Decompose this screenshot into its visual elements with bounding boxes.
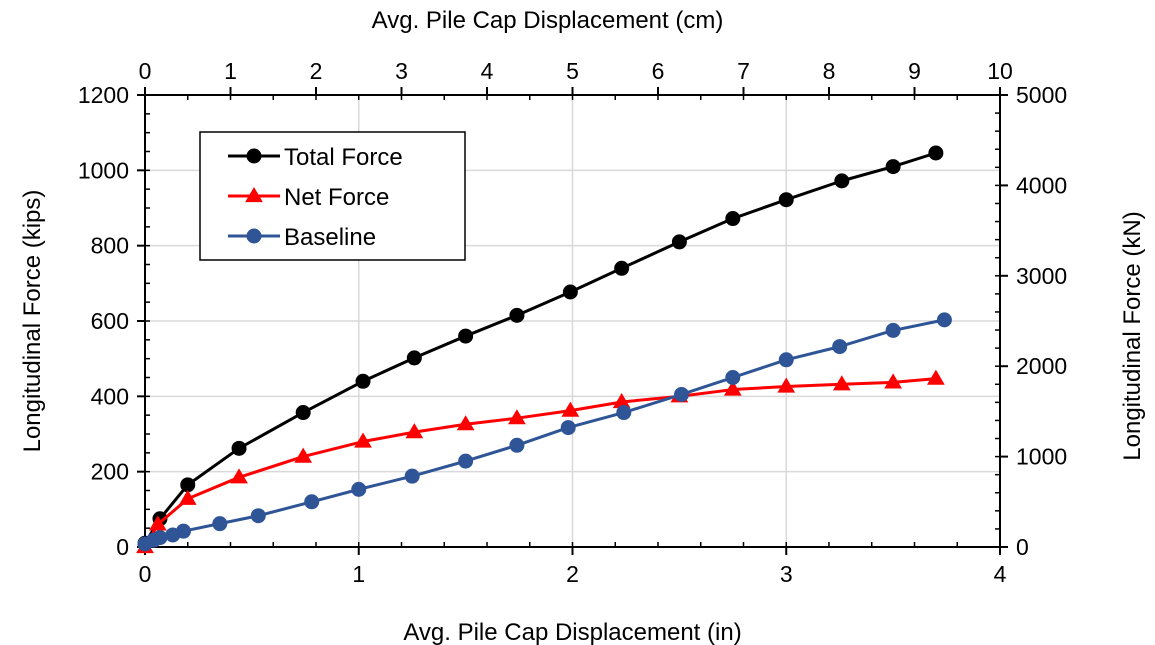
data-point-total-force (509, 307, 525, 323)
data-point-baseline (560, 420, 576, 436)
data-point-net-force (561, 401, 580, 417)
data-point-baseline (778, 352, 794, 368)
data-point-baseline (936, 312, 952, 328)
data-point-net-force (354, 432, 372, 448)
data-point-total-force (671, 234, 687, 250)
y-tick-label: 400 (91, 383, 129, 409)
x2-tick-label: 1 (224, 58, 237, 84)
data-point-baseline (175, 523, 191, 539)
y2-tick-label: 1000 (1016, 444, 1067, 470)
data-point-net-force (294, 447, 313, 463)
data-point-total-force (231, 440, 247, 456)
y2-tick-label: 2000 (1016, 353, 1067, 379)
data-point-total-force (458, 328, 474, 344)
data-point-baseline (725, 370, 741, 385)
series-net-force (136, 369, 945, 554)
data-point-total-force (180, 477, 196, 493)
x2-tick-label: 6 (652, 58, 665, 84)
data-point-net-force (927, 369, 945, 385)
x-tick-label: 4 (994, 561, 1007, 587)
data-point-baseline (250, 508, 266, 524)
y2-tick-label: 3000 (1016, 263, 1067, 289)
data-point-net-force (178, 489, 197, 505)
legend-label: Baseline (284, 224, 376, 251)
series-baseline (137, 312, 952, 552)
data-point-baseline (152, 530, 168, 546)
legend-item-total-force: Total Force (228, 144, 403, 171)
data-point-total-force (355, 373, 371, 389)
x-tick-label: 0 (139, 561, 152, 587)
legend-swatch-marker (246, 148, 262, 164)
legend-item-net-force: Net Force (228, 184, 389, 211)
series-line-net-force (143, 377, 937, 548)
data-point-total-force (406, 350, 422, 366)
y2-tick-label: 5000 (1016, 82, 1067, 108)
x-tick-label: 3 (780, 561, 793, 587)
data-point-net-force (230, 468, 248, 484)
legend-label: Net Force (284, 184, 389, 211)
x2-tick-label: 2 (310, 58, 323, 84)
legend-swatch-marker (245, 187, 263, 203)
x-axis-title: Avg. Pile Cap Displacement (in) (403, 619, 741, 645)
x2-tick-label: 9 (908, 58, 921, 84)
x2-axis-title: Avg. Pile Cap Displacement (cm) (372, 7, 724, 34)
data-point-baseline (404, 468, 420, 484)
x2-tick-label: 10 (987, 58, 1013, 84)
data-point-baseline (458, 453, 474, 469)
y2-axis-title: Longitudinal Force (kN) (1119, 211, 1146, 460)
data-point-net-force (148, 515, 167, 531)
data-point-net-force (456, 415, 475, 431)
data-point-total-force (885, 159, 901, 175)
legend: Total Force Net Force Baseline (199, 131, 466, 261)
y-tick-label: 200 (91, 459, 129, 485)
data-point-net-force (777, 377, 796, 393)
legend-item-baseline: Baseline (228, 224, 376, 251)
data-point-baseline (616, 405, 632, 421)
y2-tick-label: 0 (1016, 534, 1029, 560)
y-axis-title: Longitudinal Force (kips) (19, 190, 46, 453)
data-point-total-force (295, 405, 311, 421)
series-group (136, 145, 952, 554)
data-point-baseline (674, 386, 690, 402)
data-point-total-force (778, 192, 794, 208)
x2-tick-label: 4 (481, 58, 494, 84)
y-tick-label: 1000 (78, 157, 129, 183)
x2-tick-label: 3 (395, 58, 408, 84)
x-tick-label: 2 (566, 561, 579, 587)
legend-swatch-marker (246, 228, 262, 244)
data-point-net-force (723, 380, 742, 396)
data-point-baseline (212, 516, 228, 532)
x2-tick-label: 0 (139, 58, 152, 84)
data-point-net-force (832, 375, 851, 391)
x2-tick-label: 5 (566, 58, 579, 84)
data-point-baseline (509, 437, 525, 453)
data-point-total-force (614, 260, 630, 276)
legend-label: Total Force (284, 144, 403, 171)
x-tick-label: 1 (352, 561, 365, 587)
y-tick-label: 1200 (78, 82, 129, 108)
y-tick-label: 600 (91, 308, 129, 334)
data-point-total-force (834, 173, 850, 189)
data-point-baseline (885, 322, 901, 338)
data-point-total-force (928, 145, 944, 161)
x2-tick-label: 7 (737, 58, 750, 84)
x2-tick-label: 8 (823, 58, 836, 84)
data-point-net-force (508, 409, 526, 425)
data-point-baseline (351, 481, 367, 497)
data-point-baseline (832, 339, 848, 355)
y-tick-label: 800 (91, 233, 129, 259)
data-point-total-force (562, 284, 578, 300)
series-line-baseline (144, 318, 945, 546)
y2-tick-label: 4000 (1016, 172, 1067, 198)
data-point-baseline (304, 494, 320, 510)
data-point-net-force (884, 373, 902, 389)
data-point-net-force (405, 423, 424, 439)
y-tick-label: 0 (116, 534, 129, 560)
data-point-total-force (725, 211, 741, 227)
